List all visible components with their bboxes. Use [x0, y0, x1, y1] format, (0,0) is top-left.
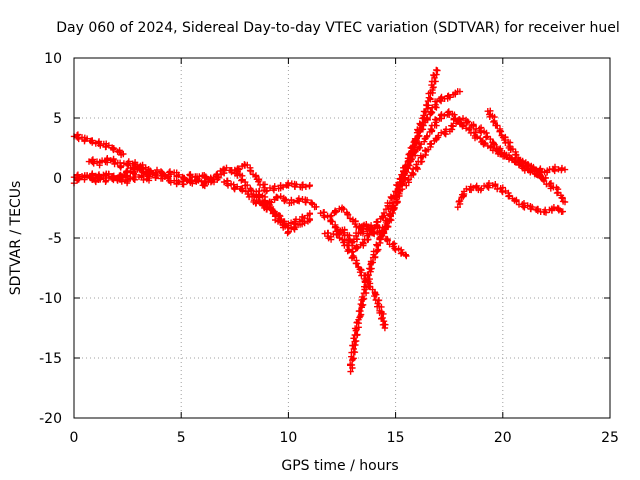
series-track-5 — [92, 170, 153, 187]
series-track-15 — [403, 115, 569, 206]
chart-title: Day 060 of 2024, Sidereal Day-to-day VTE… — [56, 20, 619, 36]
y-tick-label: -20 — [39, 411, 62, 427]
series-track-16 — [454, 180, 566, 216]
y-tick-label: -10 — [39, 291, 62, 307]
x-tick-label: 25 — [601, 430, 619, 446]
x-tick-label: 10 — [279, 430, 297, 446]
plot-frame — [73, 57, 611, 419]
x-axis-label: GPS time / hours — [281, 458, 398, 474]
axis-ticks: 0 5 10 15 20 25 10 5 0 -5 -10 -15 -20 — [39, 51, 619, 446]
x-tick-label: 20 — [494, 430, 512, 446]
y-tick-label: -5 — [48, 231, 62, 247]
x-tick-label: 5 — [177, 430, 186, 446]
y-tick-label: 0 — [53, 171, 62, 187]
x-tick-label: 15 — [387, 430, 405, 446]
y-tick-label: 10 — [44, 51, 62, 67]
y-axis-label: SDTVAR / TECUs — [8, 181, 24, 296]
y-tick-label: -15 — [39, 351, 62, 367]
y-tick-label: 5 — [53, 111, 62, 127]
series-track-6 — [210, 161, 313, 195]
plot-area — [70, 66, 569, 375]
series-track-9 — [253, 187, 313, 231]
series-track-4 — [85, 155, 157, 177]
series-track-17 — [484, 107, 549, 182]
series-track-10 — [321, 221, 410, 260]
x-tick-label: 0 — [70, 430, 79, 446]
series-track-1 — [70, 131, 127, 159]
